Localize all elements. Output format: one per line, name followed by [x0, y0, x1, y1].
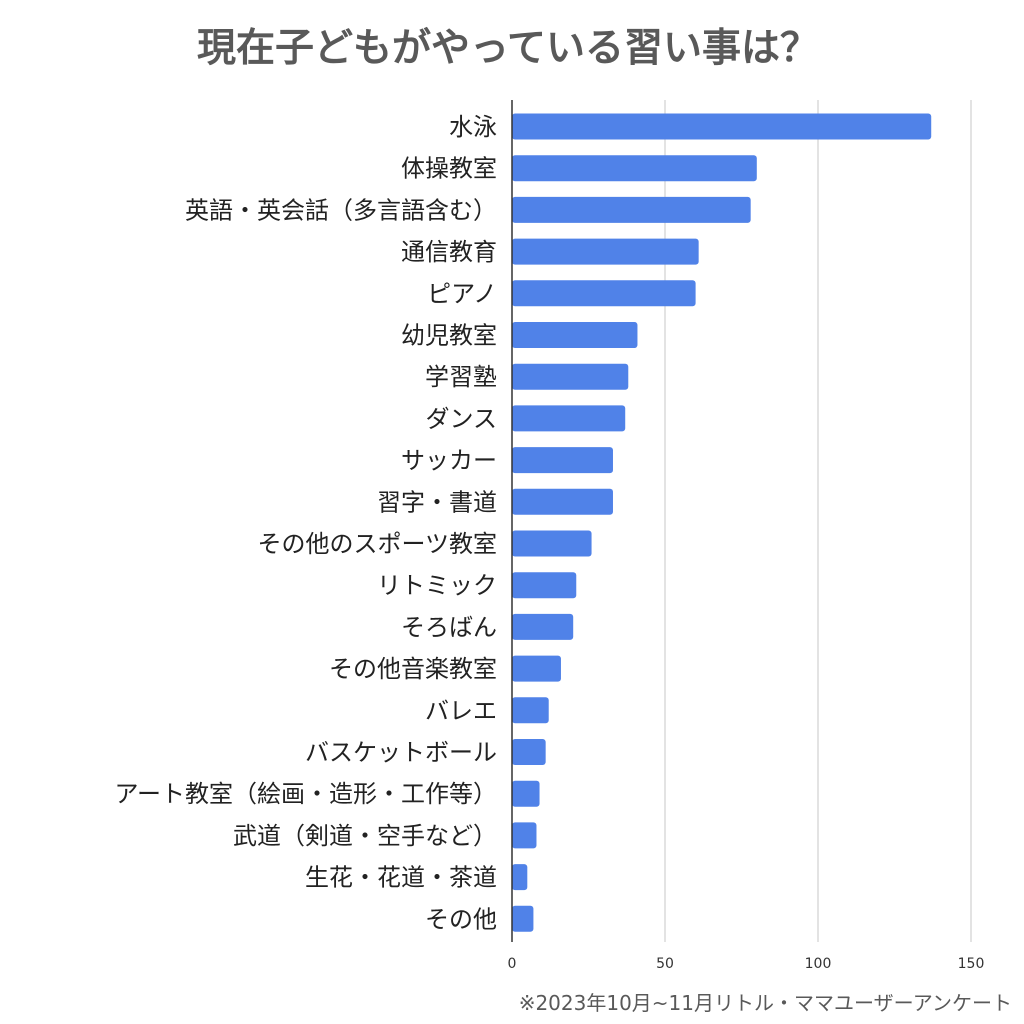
bar-item	[512, 780, 540, 807]
bar-item	[512, 905, 534, 932]
category-label: バスケットボール	[305, 739, 497, 767]
x-tick-label: 150	[958, 956, 985, 972]
category-label: 生花・花道・茶道	[305, 864, 497, 892]
bar-item	[512, 280, 696, 307]
bar-item	[512, 655, 561, 682]
category-label: バレエ	[425, 697, 497, 725]
x-tick-label: 100	[805, 956, 832, 972]
category-label: その他のスポーツ教室	[257, 530, 497, 558]
bar-item	[512, 238, 699, 265]
category-label: その他音楽教室	[329, 655, 497, 683]
x-axis-ticks: 0 50 100 150	[508, 956, 985, 972]
bar-item	[512, 572, 577, 599]
x-tick-label: 0	[508, 956, 517, 972]
bar-item	[512, 822, 537, 849]
bar-item	[512, 405, 626, 432]
category-label: 習字・書道	[377, 488, 497, 516]
bar-item	[512, 488, 613, 515]
category-label: 幼児教室	[401, 322, 497, 350]
category-label: 学習塾	[425, 363, 497, 391]
bar-item	[512, 363, 629, 390]
survey-footnote: ※2023年10月~11月リトル・ママユーザーアンケート	[519, 991, 1012, 1015]
category-label: 武道（剣道・空手など）	[233, 822, 497, 850]
bar-item	[512, 447, 613, 474]
bars	[512, 113, 932, 932]
bar-item	[512, 613, 574, 640]
category-label: リトミック	[377, 572, 497, 600]
category-label: アート教室（絵画・造形・工作等）	[114, 780, 497, 808]
x-tick-label: 50	[656, 956, 674, 972]
gridlines	[664, 100, 972, 942]
category-label: ダンス	[425, 405, 497, 433]
bar-item	[512, 864, 528, 891]
bar-item	[512, 697, 549, 724]
bar-item	[512, 155, 757, 182]
bar-item	[512, 196, 751, 223]
category-label: 通信教育	[401, 238, 497, 266]
category-label: そろばん	[401, 613, 497, 641]
category-label: その他	[425, 905, 497, 933]
category-label: ピアノ	[427, 280, 497, 308]
category-label: サッカー	[401, 447, 497, 475]
bar-item	[512, 113, 932, 140]
bar-item	[512, 530, 592, 557]
category-label: 水泳	[449, 113, 497, 141]
bar-item	[512, 322, 638, 348]
bar-item	[512, 739, 546, 765]
category-label: 英語・英会話（多言語含む）	[185, 196, 497, 224]
chart-title: 現在子どもがやっている習い事は？	[197, 26, 819, 71]
category-label: 体操教室	[401, 155, 497, 183]
